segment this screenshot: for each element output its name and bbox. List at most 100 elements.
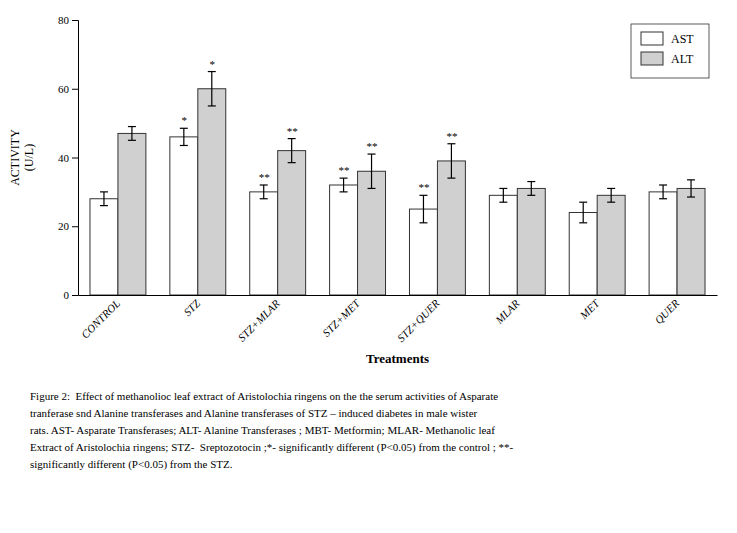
y-tick: 80 <box>58 14 78 26</box>
error-bar-cap <box>499 188 507 189</box>
error-bar-cap <box>208 71 216 72</box>
legend-swatch <box>641 52 663 65</box>
error-bar-cap <box>419 195 427 196</box>
bar <box>517 188 545 295</box>
bar <box>170 137 198 295</box>
error-bar-cap <box>499 202 507 203</box>
y-axis-line <box>72 21 79 296</box>
bar <box>278 151 306 295</box>
chart-svg: 020406080CONTROLSTZSTZ+MLARSTZ+METSTZ+QU… <box>0 0 737 533</box>
significance-label: ** <box>286 125 298 137</box>
x-tick-label: MLAR <box>492 297 522 327</box>
error-bar-stem <box>662 185 663 199</box>
error-bar <box>340 178 348 192</box>
error-bar-cap <box>100 191 108 192</box>
caption-line: Figure 2: Effect of methanolioc leaf ext… <box>30 390 498 402</box>
error-bar-cap <box>607 202 615 203</box>
x-tick-label: MET <box>577 296 602 321</box>
y-axis: 020406080 <box>58 14 79 301</box>
bar <box>437 161 465 295</box>
plot-area: 020406080CONTROLSTZSTZ+MLARSTZ+METSTZ+QU… <box>58 14 718 344</box>
error-bar-cap <box>659 184 667 185</box>
caption-line: tranferase snd Alanine transferases and … <box>30 407 478 419</box>
x-tick: STZ <box>181 296 203 318</box>
x-tick-label: STZ+MET <box>320 296 362 338</box>
error-bar-cap <box>368 153 376 154</box>
error-bar-cap <box>447 143 455 144</box>
error-bar-cap <box>579 202 587 203</box>
marks <box>90 72 705 295</box>
caption-line: rats. AST- Asparate Transferases; ALT- A… <box>30 424 495 436</box>
error-bar <box>607 188 615 202</box>
error-bar-stem <box>690 180 691 197</box>
legend-swatch <box>641 32 663 45</box>
legend: ASTALT <box>631 24 709 78</box>
legend-item: ALT <box>641 52 694 66</box>
error-bar-cap <box>180 145 188 146</box>
error-bar-cap <box>128 140 136 141</box>
caption-line: Extract of Aristolochia ringens; STZ- Sr… <box>30 441 514 454</box>
error-bar-cap <box>607 188 615 189</box>
error-bar-stem <box>371 154 372 188</box>
error-bar-cap <box>447 178 455 179</box>
error-bar-stem <box>131 127 132 141</box>
caption-line: significantly different (P<0.05) from th… <box>30 458 233 471</box>
error-bar-cap <box>579 222 587 223</box>
error-bar-cap <box>208 105 216 106</box>
error-bar-stem <box>531 182 532 196</box>
x-tick-label: STZ+MLAR <box>235 297 282 344</box>
significance-label: ** <box>446 130 458 142</box>
significance-label: ** <box>258 171 270 183</box>
error-bar-cap <box>100 205 108 206</box>
y-tick: 0 <box>64 289 79 301</box>
y-axis-title: ACTIVITY(U/L) <box>8 129 35 186</box>
error-bar <box>579 202 587 223</box>
bar <box>649 192 677 295</box>
x-tick: CONTROL <box>79 297 123 341</box>
error-bar-stem <box>103 192 104 206</box>
error-bar <box>419 195 427 223</box>
x-tick-label: CONTROL <box>79 297 123 341</box>
error-bar-stem <box>451 144 452 178</box>
error-bar-cap <box>180 128 188 129</box>
error-bar-cap <box>659 198 667 199</box>
y-tick: 20 <box>58 220 78 232</box>
y-axis-title-line: (U/L) <box>22 144 36 171</box>
legend-label: ALT <box>671 52 694 66</box>
y-axis-title-line: ACTIVITY <box>8 129 22 186</box>
bar <box>90 199 118 295</box>
y-tick-mark <box>72 20 78 21</box>
x-tick: MLAR <box>492 297 522 327</box>
y-tick-mark <box>72 295 78 296</box>
significance-label: ** <box>418 181 430 193</box>
y-tick-label: 20 <box>58 220 70 232</box>
error-bar <box>527 182 535 196</box>
error-bar <box>687 180 695 197</box>
error-bar-cap <box>128 126 136 127</box>
error-bar-cap <box>527 181 535 182</box>
error-bar <box>260 185 268 199</box>
x-tick: STZ+MET <box>320 296 362 338</box>
error-bar-stem <box>503 188 504 202</box>
x-tick-label: STZ <box>181 296 203 318</box>
error-bar-cap <box>288 162 296 163</box>
error-bar-cap <box>368 188 376 189</box>
error-bar <box>208 72 216 106</box>
error-bar-cap <box>687 179 695 180</box>
error-bar-cap <box>260 184 268 185</box>
error-bar <box>499 188 507 202</box>
error-bar <box>288 139 296 163</box>
bar <box>358 171 386 295</box>
caption: Figure 2: Effect of methanolioc leaf ext… <box>30 390 514 471</box>
significance-label: ** <box>366 140 378 152</box>
error-bar <box>447 144 455 178</box>
bar <box>597 195 625 295</box>
error-bar-cap <box>419 222 427 223</box>
error-bar-stem <box>211 72 212 106</box>
bar <box>118 133 146 295</box>
error-bar <box>100 192 108 206</box>
error-bar <box>368 154 376 188</box>
x-tick-label: STZ+QUER <box>395 297 442 344</box>
y-tick-label: 80 <box>58 14 70 26</box>
legend-frame <box>631 24 709 78</box>
